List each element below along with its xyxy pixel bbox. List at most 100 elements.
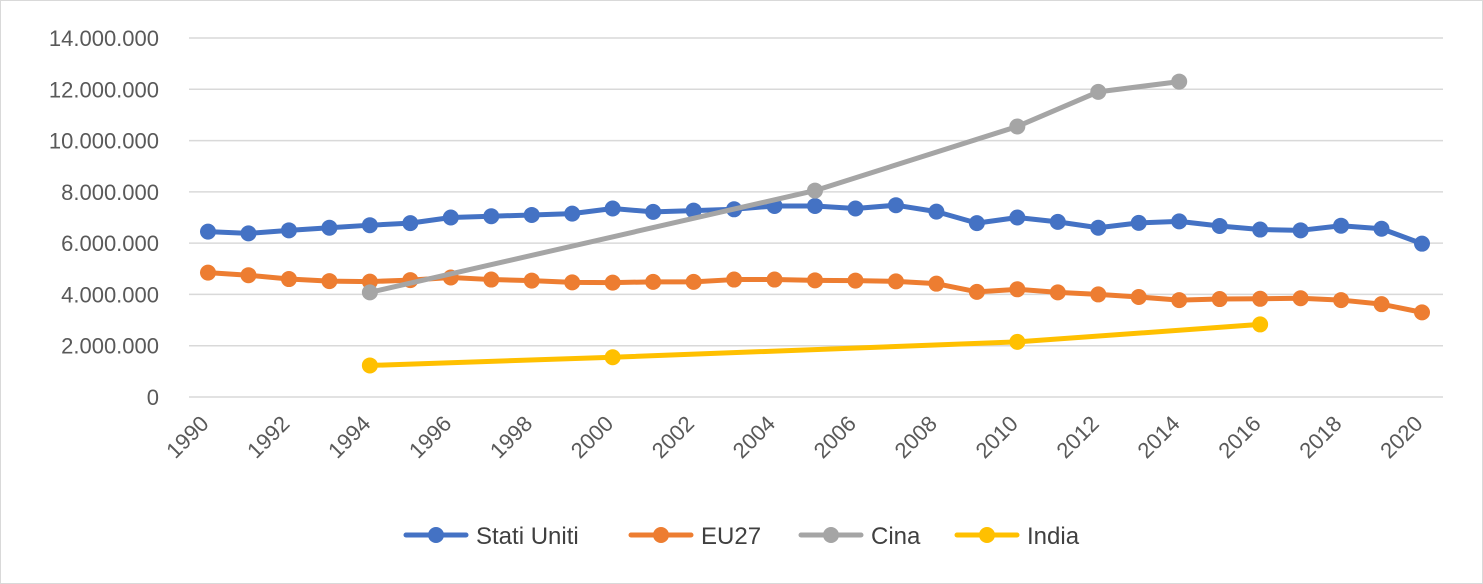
legend-item-eu27: EU27 [628, 523, 761, 550]
series-line-india [367, 321, 1263, 368]
data-point-eu27 [968, 283, 985, 300]
legend-item-india: India [954, 523, 1080, 550]
data-point-eu27 [483, 271, 500, 288]
x-tick-label: 2004 [728, 411, 780, 463]
data-point-stati-uniti [564, 205, 581, 222]
data-point-eu27 [1049, 284, 1066, 301]
series-eu27 [200, 264, 1430, 321]
y-tick-label: 12.000.000 [49, 77, 159, 102]
data-point-stati-uniti [240, 225, 257, 242]
x-tick-label: 1992 [242, 411, 294, 463]
x-tick-label: 2020 [1375, 411, 1427, 463]
y-tick-label: 6.000.000 [61, 231, 159, 256]
data-point-eu27 [726, 271, 743, 288]
data-point-cina [361, 284, 378, 301]
data-point-stati-uniti [847, 200, 864, 217]
data-point-stati-uniti [1211, 217, 1228, 234]
legend-item-cina: Cina [798, 523, 921, 550]
data-point-stati-uniti [280, 222, 297, 239]
x-tick-label: 2012 [1052, 411, 1104, 463]
data-point-eu27 [1414, 304, 1430, 321]
data-point-eu27 [645, 273, 662, 290]
data-point-cina [1009, 118, 1026, 135]
data-point-stati-uniti [523, 206, 540, 223]
data-point-cina [1090, 83, 1107, 100]
data-point-stati-uniti [1049, 213, 1066, 230]
legend-swatch-marker [979, 527, 995, 543]
data-point-stati-uniti [604, 200, 621, 217]
data-point-stati-uniti [928, 203, 945, 220]
legend-swatch-marker [823, 527, 839, 543]
data-point-stati-uniti [1333, 217, 1350, 234]
legend-label: EU27 [701, 523, 761, 550]
data-point-eu27 [1333, 292, 1350, 309]
data-point-india [361, 357, 378, 374]
data-point-eu27 [1009, 281, 1026, 298]
series-lines [200, 73, 1430, 374]
data-point-stati-uniti [361, 217, 378, 234]
series-line-cina [367, 79, 1182, 295]
y-tick-label: 4.000.000 [61, 282, 159, 307]
data-point-stati-uniti [321, 219, 338, 236]
legend-swatch-marker [653, 527, 669, 543]
gridlines [189, 37, 1443, 398]
x-tick-label: 2014 [1132, 411, 1184, 463]
data-point-eu27 [1090, 286, 1107, 303]
data-point-eu27 [1292, 290, 1309, 307]
y-tick-label: 2.000.000 [61, 334, 159, 359]
x-tick-label: 2018 [1294, 411, 1346, 463]
x-tick-label: 2016 [1213, 411, 1265, 463]
data-point-stati-uniti [807, 197, 823, 214]
x-tick-label: 1996 [404, 411, 456, 463]
legend: Stati Uniti EU27 Cina India [403, 523, 1080, 550]
legend-swatch-marker [428, 527, 444, 543]
series-india [361, 316, 1269, 374]
data-point-india [1009, 333, 1026, 350]
y-tick-label: 10.000.000 [49, 129, 159, 154]
data-point-eu27 [1171, 292, 1188, 309]
data-point-eu27 [766, 271, 783, 288]
data-point-eu27 [1130, 288, 1147, 305]
data-point-cina [1171, 73, 1188, 90]
data-point-eu27 [523, 272, 540, 289]
data-point-stati-uniti [1090, 219, 1107, 236]
data-point-stati-uniti [1171, 213, 1188, 230]
data-point-eu27 [1211, 291, 1228, 308]
data-point-eu27 [1373, 296, 1390, 313]
y-tick-label: 8.000.000 [61, 180, 159, 205]
legend-item-stati-uniti: Stati Uniti [403, 523, 579, 550]
data-point-stati-uniti [483, 208, 500, 225]
data-point-stati-uniti [1252, 221, 1269, 238]
data-point-eu27 [200, 264, 216, 281]
data-point-stati-uniti [1009, 209, 1026, 226]
data-point-stati-uniti [1414, 235, 1430, 252]
legend-label: Stati Uniti [476, 523, 579, 550]
x-tick-label: 2000 [566, 411, 618, 463]
data-point-stati-uniti [200, 223, 216, 240]
data-point-eu27 [928, 275, 945, 292]
series-cina [361, 73, 1188, 301]
x-tick-label: 2002 [647, 411, 699, 463]
y-tick-label: 0 [147, 385, 159, 410]
data-point-india [1252, 316, 1269, 333]
y-axis-ticks: 0 2.000.000 4.000.000 6.000.000 8.000.000 10.… [49, 26, 159, 410]
data-point-eu27 [1252, 290, 1269, 307]
data-point-eu27 [564, 274, 581, 291]
x-tick-label: 2010 [971, 411, 1023, 463]
data-point-eu27 [321, 273, 338, 290]
data-point-stati-uniti [685, 202, 702, 219]
data-point-stati-uniti [1130, 214, 1147, 231]
data-point-eu27 [685, 273, 702, 290]
data-point-india [604, 349, 621, 366]
legend-label: India [1027, 523, 1080, 550]
legend-label: Cina [871, 523, 921, 550]
series-stati-uniti [200, 197, 1430, 252]
data-point-cina [807, 182, 823, 199]
data-point-stati-uniti [1292, 222, 1309, 239]
data-point-eu27 [604, 274, 621, 291]
x-axis-ticks: 1990 1992 1994 1996 1998 2000 2002 2004 2006 2008… [161, 411, 1427, 463]
y-tick-label: 14.000.000 [49, 26, 159, 51]
data-point-eu27 [240, 267, 257, 284]
data-point-stati-uniti [442, 209, 459, 226]
